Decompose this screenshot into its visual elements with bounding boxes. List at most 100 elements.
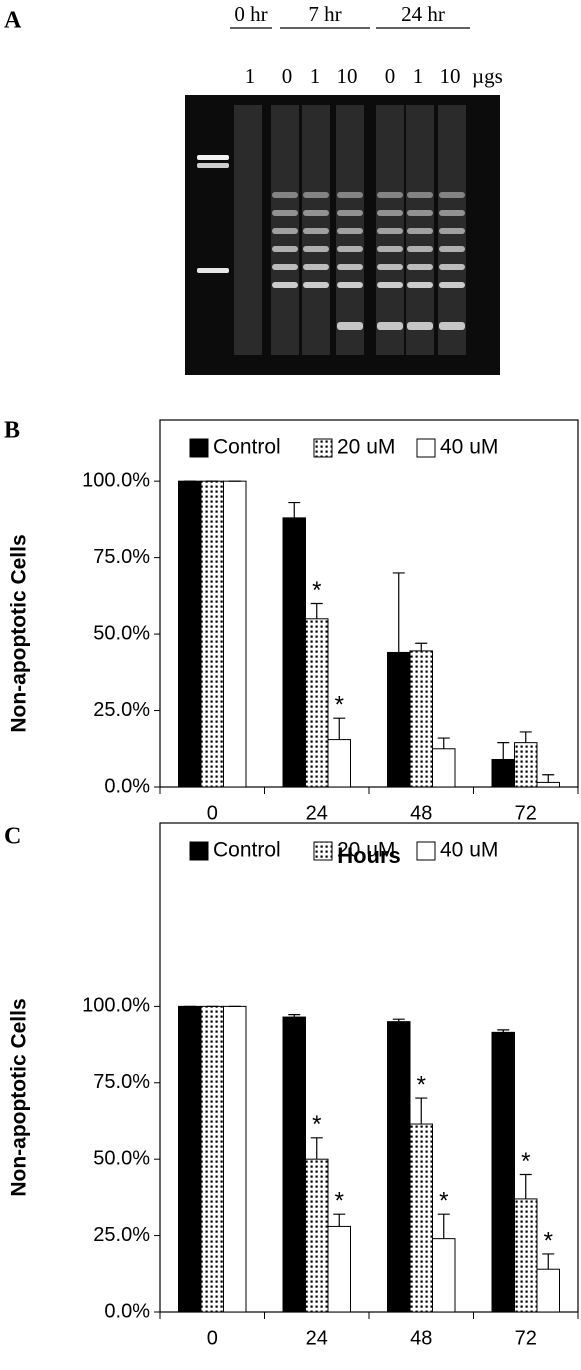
error-bar: [415, 642, 428, 651]
dna-band: [407, 210, 433, 216]
y-tick-label: 25.0%: [93, 1224, 150, 1246]
bar: [387, 651, 411, 788]
significance-marker: *: [417, 1071, 426, 1098]
panel-label: C: [4, 824, 21, 850]
legend-label: 20 uM: [337, 839, 395, 862]
significance-marker: *: [312, 577, 321, 604]
x-tick-label: 72: [515, 802, 537, 824]
error-bar: [392, 1018, 405, 1022]
bar: [387, 1021, 411, 1313]
time-label: 7 hr: [308, 2, 341, 26]
error-bar: [497, 1029, 510, 1033]
bar: [514, 1198, 538, 1313]
error-bar: [519, 731, 532, 743]
bar: [491, 758, 515, 788]
lane-smear: [234, 105, 262, 355]
error-bar: [333, 717, 346, 740]
bar: [409, 650, 433, 788]
dna-band: [337, 282, 363, 288]
dose-label: 1: [310, 64, 321, 88]
bar: [178, 480, 202, 788]
bar: [178, 1005, 202, 1313]
dose-label: 10: [440, 64, 461, 88]
y-tick-label: 25.0%: [93, 699, 150, 721]
legend-swatch: [416, 841, 436, 861]
y-tick-label: 75.0%: [93, 1071, 150, 1093]
bar: [536, 1268, 560, 1313]
dna-band: [337, 264, 363, 270]
bar: [432, 748, 456, 788]
error-bar: [288, 1014, 301, 1018]
error-bar: [415, 1097, 428, 1125]
bar: [282, 1016, 306, 1313]
legend-label: Control: [213, 839, 281, 862]
dna-band: [377, 322, 403, 330]
y-axis-label: Non-apoptotic Cells: [8, 998, 31, 1196]
y-axis-label: Non-apoptotic Cells: [8, 534, 31, 732]
legend-label: 20 uM: [337, 436, 395, 459]
error-bar: [542, 774, 555, 783]
dna-band: [377, 210, 403, 216]
significance-marker: *: [521, 1148, 530, 1175]
y-tick-label: 75.0%: [93, 546, 150, 568]
x-tick-label: 0: [207, 802, 218, 824]
dna-band: [439, 246, 465, 252]
dna-band: [439, 264, 465, 270]
error-bar: [542, 1253, 555, 1270]
dose-label: 0: [282, 64, 293, 88]
bar: [200, 480, 224, 788]
bar: [305, 618, 329, 788]
significance-marker: *: [312, 1111, 321, 1138]
bar: [200, 1005, 224, 1313]
dna-band: [337, 210, 363, 216]
legend-label: 40 uM: [440, 839, 498, 862]
error-bar: [437, 1213, 450, 1239]
dna-band: [439, 192, 465, 198]
x-axis-label: Hours: [337, 1368, 401, 1370]
error-bar: [437, 737, 450, 749]
dna-band: [407, 322, 433, 330]
legend-swatch: [313, 438, 333, 458]
dna-band: [272, 282, 298, 288]
dna-band: [407, 282, 433, 288]
dna-band: [439, 228, 465, 234]
legend-swatch: [189, 841, 209, 861]
dna-band: [272, 210, 298, 216]
dna-band: [272, 264, 298, 270]
dna-band: [272, 246, 298, 252]
dna-band: [303, 282, 329, 288]
panel-label: A: [4, 8, 22, 34]
legend-swatch: [416, 438, 436, 458]
significance-marker: *: [335, 692, 344, 719]
dna-band: [377, 246, 403, 252]
dna-band: [303, 228, 329, 234]
dose-label: 10: [337, 64, 358, 88]
legend-label: Control: [213, 436, 281, 459]
significance-marker: *: [335, 1188, 344, 1215]
bar: [223, 480, 247, 788]
dna-band: [439, 322, 465, 330]
dna-band: [377, 282, 403, 288]
dna-band: [377, 192, 403, 198]
error-bar: [392, 572, 405, 653]
y-tick-label: 50.0%: [93, 1147, 150, 1169]
dna-band: [337, 192, 363, 198]
bar: [282, 517, 306, 788]
panel-label: B: [4, 418, 20, 444]
x-axis-label: Hours: [337, 843, 401, 868]
error-bar: [333, 1213, 346, 1227]
bar: [327, 1225, 351, 1313]
dna-band: [439, 210, 465, 216]
dose-label: 0: [385, 64, 396, 88]
x-tick-label: 48: [410, 1327, 432, 1349]
error-bar: [497, 742, 510, 760]
dna-band: [272, 228, 298, 234]
dna-band: [303, 192, 329, 198]
significance-marker: *: [544, 1227, 553, 1254]
dna-band: [337, 322, 363, 330]
error-bar: [310, 602, 323, 619]
x-tick-label: 48: [410, 802, 432, 824]
bar: [409, 1123, 433, 1313]
dna-band: [377, 264, 403, 270]
